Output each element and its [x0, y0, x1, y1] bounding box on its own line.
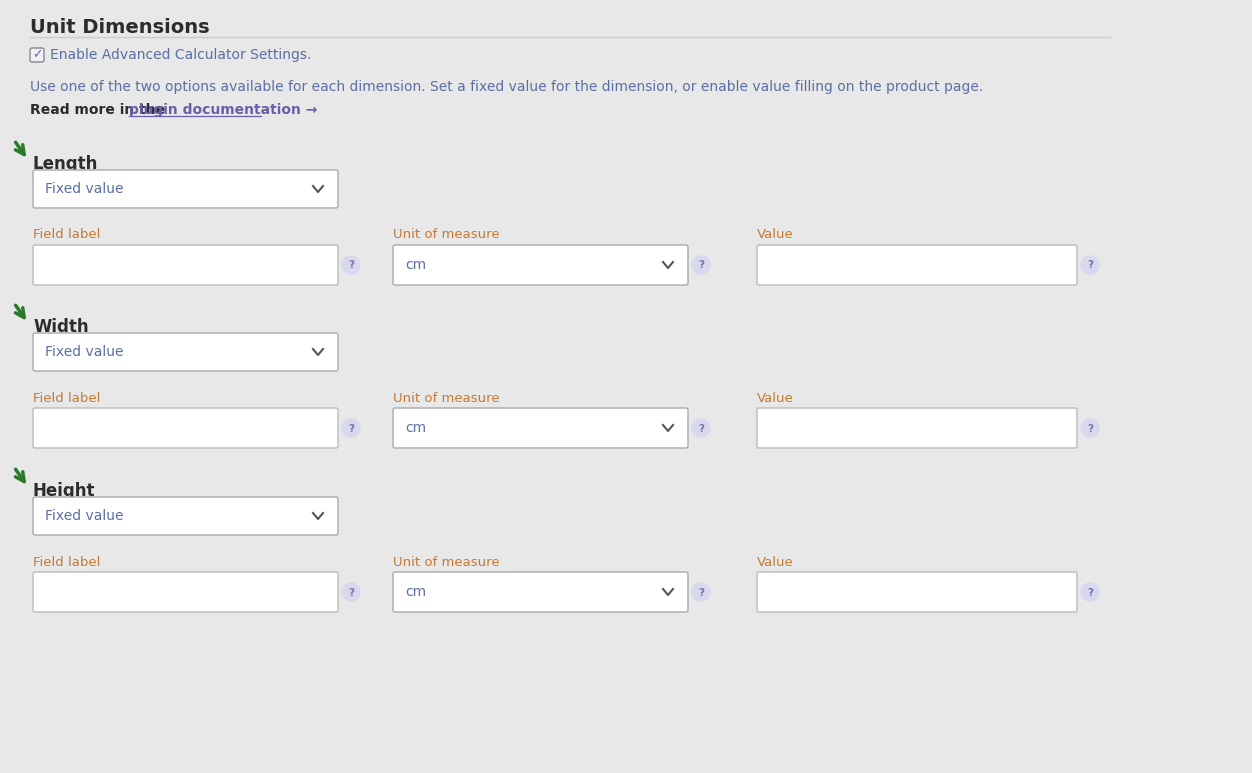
FancyBboxPatch shape	[757, 245, 1077, 285]
FancyBboxPatch shape	[33, 497, 338, 535]
FancyBboxPatch shape	[393, 408, 689, 448]
FancyBboxPatch shape	[30, 48, 44, 62]
Circle shape	[342, 583, 361, 601]
FancyBboxPatch shape	[33, 572, 338, 612]
Circle shape	[1080, 583, 1099, 601]
Circle shape	[692, 419, 710, 437]
Text: Fixed value: Fixed value	[45, 345, 124, 359]
FancyBboxPatch shape	[33, 408, 338, 448]
FancyBboxPatch shape	[393, 572, 689, 612]
Text: Unit of measure: Unit of measure	[393, 392, 500, 405]
Text: ?: ?	[1087, 424, 1093, 434]
Circle shape	[692, 583, 710, 601]
Text: Value: Value	[757, 228, 794, 241]
Text: ?: ?	[348, 587, 354, 598]
Text: Width: Width	[33, 318, 89, 336]
FancyBboxPatch shape	[757, 408, 1077, 448]
Text: ?: ?	[699, 261, 704, 271]
Circle shape	[342, 419, 361, 437]
Text: cm: cm	[404, 421, 426, 435]
Text: cm: cm	[404, 258, 426, 272]
Text: Value: Value	[757, 556, 794, 569]
FancyBboxPatch shape	[33, 170, 338, 208]
Text: Fixed value: Fixed value	[45, 509, 124, 523]
Text: ✓: ✓	[31, 49, 43, 62]
FancyBboxPatch shape	[33, 245, 338, 285]
Text: Enable Advanced Calculator Settings.: Enable Advanced Calculator Settings.	[50, 48, 312, 62]
Text: plugin documentation →: plugin documentation →	[129, 103, 318, 117]
Text: ?: ?	[1087, 587, 1093, 598]
Text: ?: ?	[1087, 261, 1093, 271]
FancyBboxPatch shape	[757, 572, 1077, 612]
Text: Length: Length	[33, 155, 99, 173]
Text: Unit Dimensions: Unit Dimensions	[30, 18, 209, 37]
Text: ?: ?	[699, 587, 704, 598]
Text: Fixed value: Fixed value	[45, 182, 124, 196]
Text: Read more in the: Read more in the	[30, 103, 170, 117]
FancyBboxPatch shape	[393, 245, 689, 285]
Text: ?: ?	[699, 424, 704, 434]
Text: Field label: Field label	[33, 392, 100, 405]
Circle shape	[1080, 419, 1099, 437]
Text: Field label: Field label	[33, 556, 100, 569]
Text: Use one of the two options available for each dimension. Set a fixed value for t: Use one of the two options available for…	[30, 80, 983, 94]
Circle shape	[692, 256, 710, 274]
Text: cm: cm	[404, 585, 426, 599]
Text: Value: Value	[757, 392, 794, 405]
Circle shape	[1080, 256, 1099, 274]
Text: Unit of measure: Unit of measure	[393, 556, 500, 569]
Text: ?: ?	[348, 424, 354, 434]
Text: Height: Height	[33, 482, 95, 500]
Text: Unit of measure: Unit of measure	[393, 228, 500, 241]
FancyBboxPatch shape	[33, 333, 338, 371]
Text: Field label: Field label	[33, 228, 100, 241]
Text: ?: ?	[348, 261, 354, 271]
Circle shape	[342, 256, 361, 274]
